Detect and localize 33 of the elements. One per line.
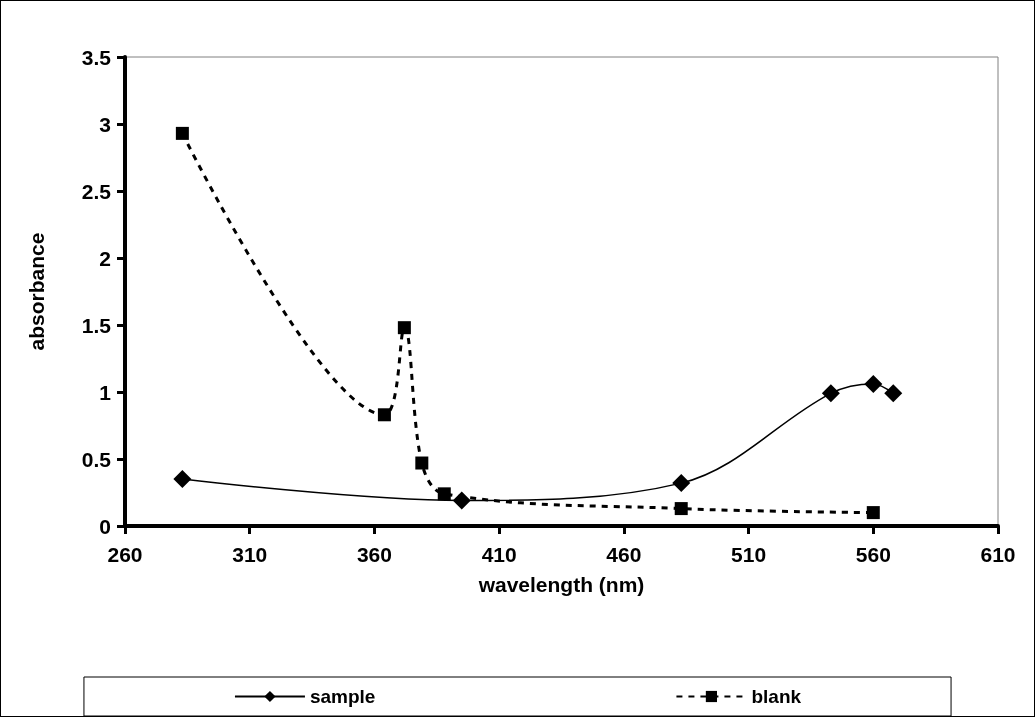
point: [452, 491, 471, 510]
x-tick-label: 560: [855, 543, 891, 566]
point: [821, 384, 840, 403]
point: [864, 374, 883, 393]
x-axis-title: wavelength (nm): [477, 573, 645, 596]
y-tick-label: 2.5: [81, 179, 112, 203]
point: [175, 126, 189, 140]
x-tick-label: 610: [980, 543, 1016, 566]
y-tick-label: 2: [99, 246, 111, 270]
point: [415, 456, 429, 470]
y-tick-label: 3: [99, 112, 111, 136]
y-tick-label: 1.5: [81, 313, 112, 337]
y-tick-label: 3.5: [81, 45, 112, 69]
legend-label: blank: [751, 686, 802, 707]
legend-label: sample: [309, 686, 376, 707]
point: [377, 408, 391, 422]
x-tick-label: 360: [356, 543, 392, 566]
x-tick-label: 460: [606, 543, 642, 566]
point: [672, 474, 691, 493]
x-tick-label: 310: [232, 543, 268, 566]
point: [674, 502, 688, 516]
y-tick-label: 0.5: [81, 447, 112, 471]
point: [437, 487, 451, 501]
x-tick-label: 510: [731, 543, 767, 566]
x-tick-label: 410: [481, 543, 517, 566]
point: [397, 321, 411, 335]
y-tick-label: 1: [99, 380, 112, 404]
point: [866, 506, 880, 520]
y-tick-label: 0: [99, 514, 111, 538]
y-axis-title: absorbance: [25, 232, 48, 351]
x-tick-label: 260: [107, 543, 143, 566]
point: [884, 384, 903, 403]
point: [173, 470, 192, 489]
